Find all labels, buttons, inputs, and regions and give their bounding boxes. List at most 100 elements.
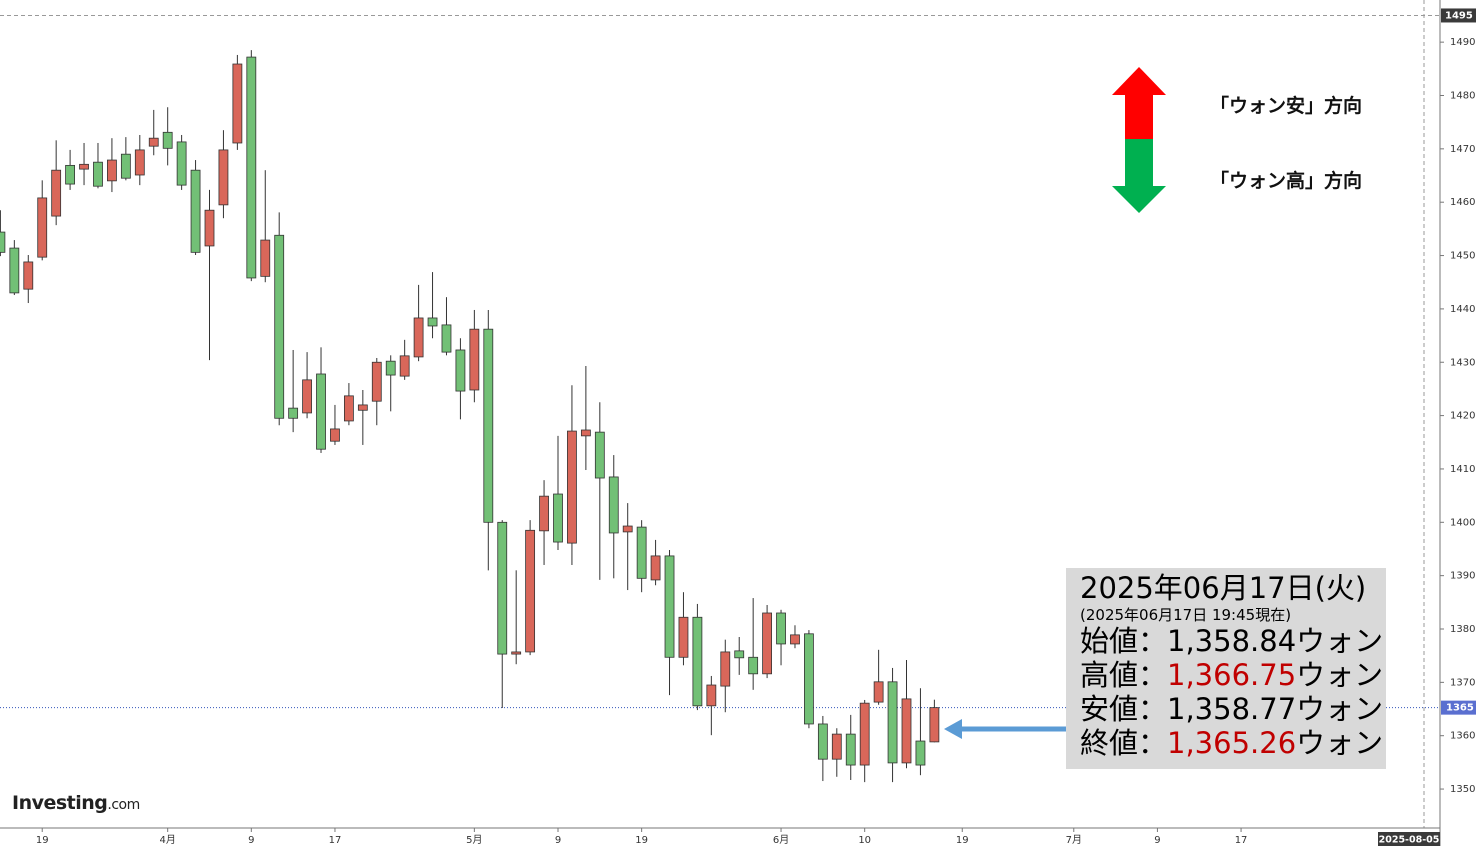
candle-body	[636, 526, 647, 579]
x-tick-label: 9	[1154, 835, 1160, 846]
candle-body	[469, 328, 480, 391]
up-arrow	[1112, 67, 1166, 139]
x-tick-label: 17	[1235, 835, 1248, 846]
info-value: 1,365.26	[1167, 726, 1297, 760]
info-value: 1,366.75	[1167, 658, 1297, 692]
candle-body	[37, 197, 48, 258]
candle-body	[650, 555, 661, 581]
top-line-label: 1495	[1445, 10, 1473, 21]
down-arrow	[1112, 139, 1166, 213]
y-tick-label: 1390	[1450, 571, 1475, 582]
candle-body	[204, 209, 215, 247]
candle-body	[427, 317, 438, 327]
x-tick-label: 6月	[773, 834, 789, 846]
candle-body	[831, 733, 842, 760]
annotation-down: 「ウォン高」方向	[1210, 170, 1363, 192]
annotation-up: 「ウォン安」方向	[1210, 95, 1363, 117]
candle-body	[260, 239, 271, 277]
candle-body	[748, 656, 759, 675]
y-tick-label: 1420	[1450, 411, 1475, 422]
candle-body	[0, 231, 6, 253]
candle-body	[511, 651, 522, 655]
info-box: 2025年06月17日(火) (2025年06月17日 19:45現在) 始値：…	[1066, 568, 1386, 769]
x-tick-label: 19	[956, 835, 969, 846]
y-tick-label: 1480	[1450, 90, 1475, 101]
x-tick-label: 10	[858, 835, 871, 846]
price-line-label: 1365	[1446, 703, 1474, 714]
candle-body	[873, 681, 884, 703]
info-label: 高値：	[1080, 658, 1168, 692]
candle-body	[23, 261, 34, 290]
candle-body	[567, 430, 577, 544]
candle-body	[790, 634, 800, 645]
candle-body	[343, 395, 354, 422]
x-end-label: 2025-08-05	[1379, 835, 1440, 846]
top-line-box	[1441, 8, 1476, 23]
info-row: 始値：1,358.84ウォン	[1080, 624, 1386, 658]
candle-body	[134, 149, 145, 176]
y-tick-label: 1410	[1450, 464, 1475, 475]
candle-body	[190, 169, 201, 253]
candle-body	[274, 234, 285, 419]
candle-body	[553, 493, 563, 543]
candle-body	[357, 404, 368, 411]
candle-body	[720, 651, 731, 687]
candle-body	[525, 529, 536, 653]
info-subtitle: (2025年06月17日 19:45現在)	[1080, 606, 1292, 624]
y-tick-label: 1360	[1450, 731, 1475, 742]
candle-body	[664, 555, 675, 658]
candle-body	[371, 361, 382, 402]
candle-body	[804, 633, 814, 725]
logo-text: Investing	[12, 792, 108, 814]
x-tick-label: 7月	[1066, 834, 1082, 846]
x-tick-label: 19	[635, 835, 648, 846]
info-unit: ウォン	[1296, 726, 1384, 760]
y-tick-label: 1400	[1450, 517, 1475, 528]
info-value: 1,358.84	[1167, 624, 1297, 658]
y-tick-label: 1370	[1450, 677, 1475, 688]
logo-suffix: .com	[107, 797, 140, 813]
candle-body	[302, 379, 312, 414]
candle-body	[734, 650, 745, 659]
price-line-box	[1441, 700, 1476, 715]
logo: Investing.com	[12, 792, 140, 814]
info-label: 始値：	[1080, 624, 1168, 658]
x-tick-label: 17	[329, 835, 342, 846]
info-label: 終値：	[1080, 726, 1168, 760]
candle-body	[539, 495, 549, 532]
candle-body	[385, 360, 396, 376]
candle-body	[79, 163, 89, 170]
x-tick-label: 19	[36, 835, 49, 846]
candle-body	[51, 169, 62, 217]
candle-body	[497, 521, 508, 655]
y-tick-label: 1380	[1450, 624, 1475, 635]
y-tick-label: 1450	[1450, 251, 1475, 262]
x-tick-label: 9	[248, 835, 254, 846]
info-value: 1,358.77	[1167, 692, 1297, 726]
info-label: 安値：	[1080, 692, 1168, 726]
candle-body	[580, 429, 591, 437]
info-title: 2025年06月17日(火)	[1080, 571, 1367, 605]
y-tick-label: 1430	[1450, 357, 1475, 368]
candle-body	[929, 707, 940, 743]
y-tick-label: 1460	[1450, 197, 1475, 208]
candle-body	[413, 317, 424, 358]
candle-body	[120, 153, 131, 179]
candle-body	[399, 355, 410, 377]
candle-body	[330, 428, 340, 442]
candle-body	[483, 328, 494, 523]
candle-body	[288, 407, 299, 419]
candle-body	[107, 159, 117, 182]
candle-body	[859, 702, 870, 766]
candle-body	[316, 373, 326, 450]
candle-body	[246, 56, 257, 279]
y-tick-label: 1440	[1450, 304, 1475, 315]
info-unit: ウォン	[1296, 624, 1384, 658]
candle-body	[845, 733, 856, 766]
candle-body	[455, 349, 466, 392]
y-tick-label: 1490	[1450, 37, 1475, 48]
x-end-box	[1378, 832, 1440, 846]
candle-body	[232, 63, 243, 144]
